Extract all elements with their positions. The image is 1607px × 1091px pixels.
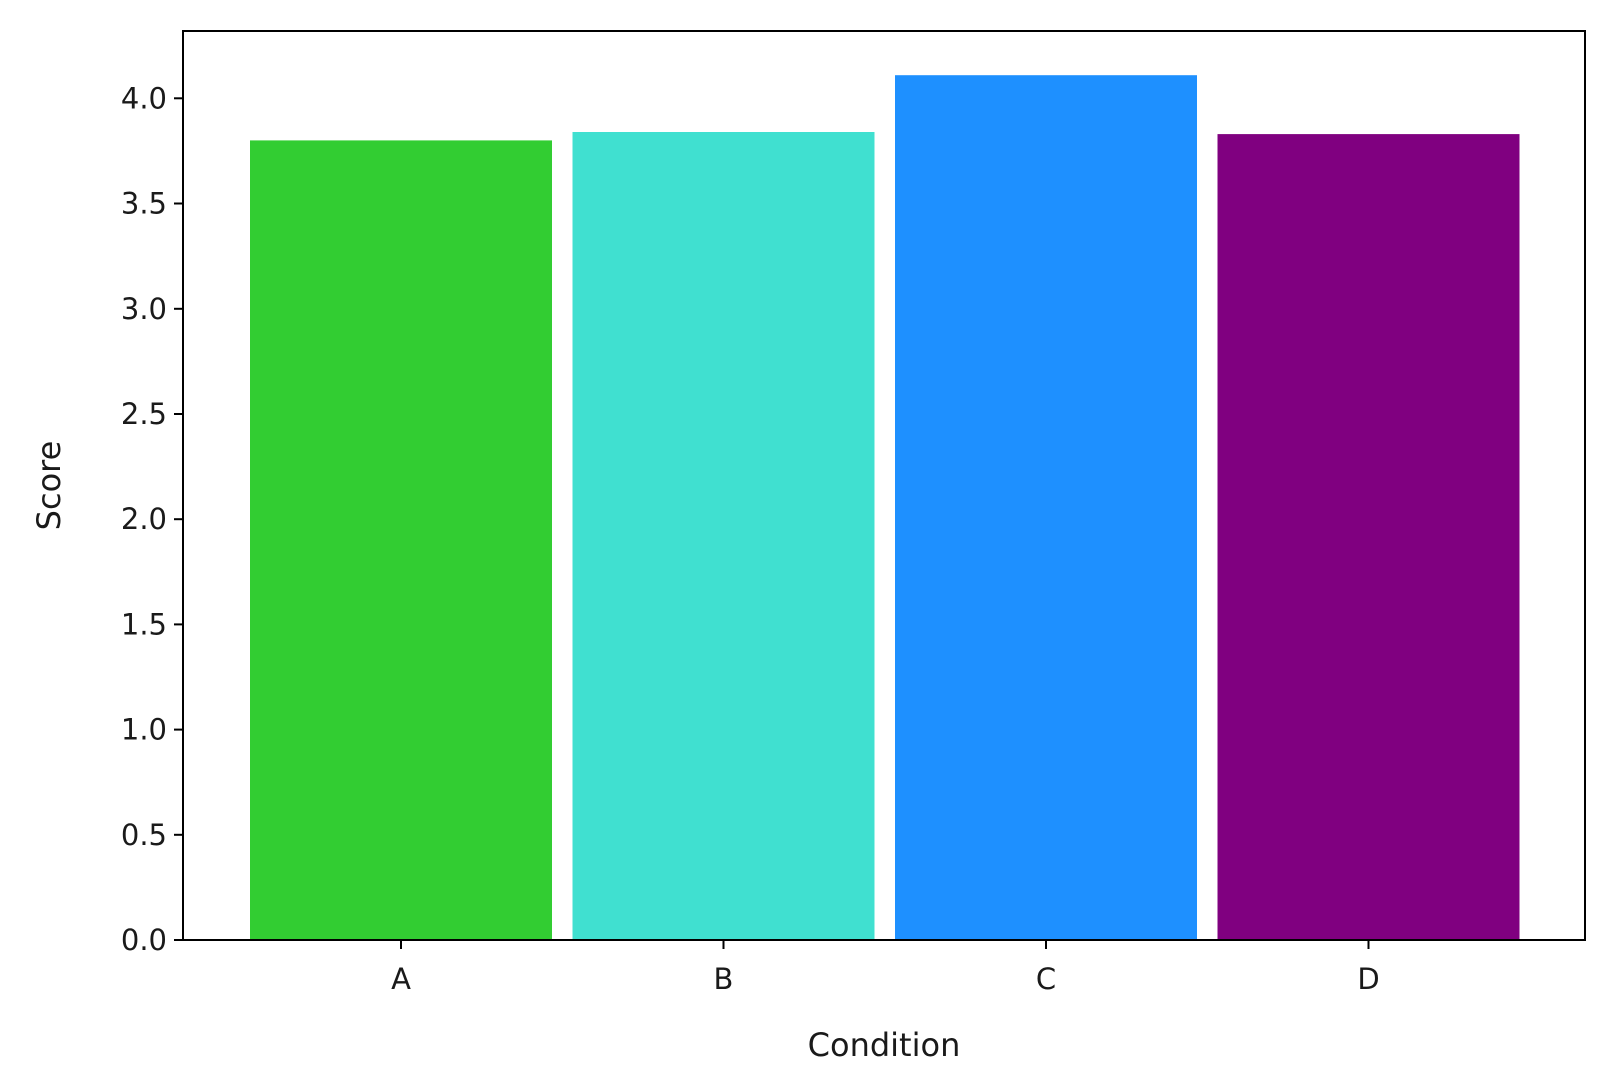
y-tick-label: 0.0 — [121, 923, 167, 957]
x-tick-label: B — [714, 962, 734, 996]
y-tick-label: 2.0 — [121, 502, 167, 536]
x-tick-label: C — [1036, 962, 1056, 996]
y-tick-label: 0.5 — [121, 818, 167, 852]
plot-area-frame — [182, 30, 1586, 941]
x-axis-ticks: A B C D — [391, 940, 1380, 996]
bar-A — [250, 140, 552, 940]
bar-group — [250, 75, 1520, 941]
y-tick-label: 3.5 — [121, 187, 167, 221]
y-tick-label: 1.0 — [121, 713, 167, 747]
y-tick-label: 3.0 — [121, 292, 167, 326]
y-tick-label: 4.0 — [121, 81, 167, 115]
y-axis-title: Score — [30, 441, 68, 531]
y-axis-ticks: 0.0 0.5 1.0 1.5 2.0 2.5 3.0 3.5 4.0 — [121, 81, 183, 957]
x-tick-label: A — [391, 962, 411, 996]
bar-D — [1217, 134, 1520, 941]
x-tick-label: D — [1357, 962, 1379, 996]
bar-C — [895, 75, 1197, 940]
x-axis-title: Condition — [808, 1026, 961, 1064]
y-tick-label: 1.5 — [121, 607, 167, 641]
y-tick-label: 2.5 — [121, 397, 167, 431]
bar-B — [572, 132, 875, 940]
